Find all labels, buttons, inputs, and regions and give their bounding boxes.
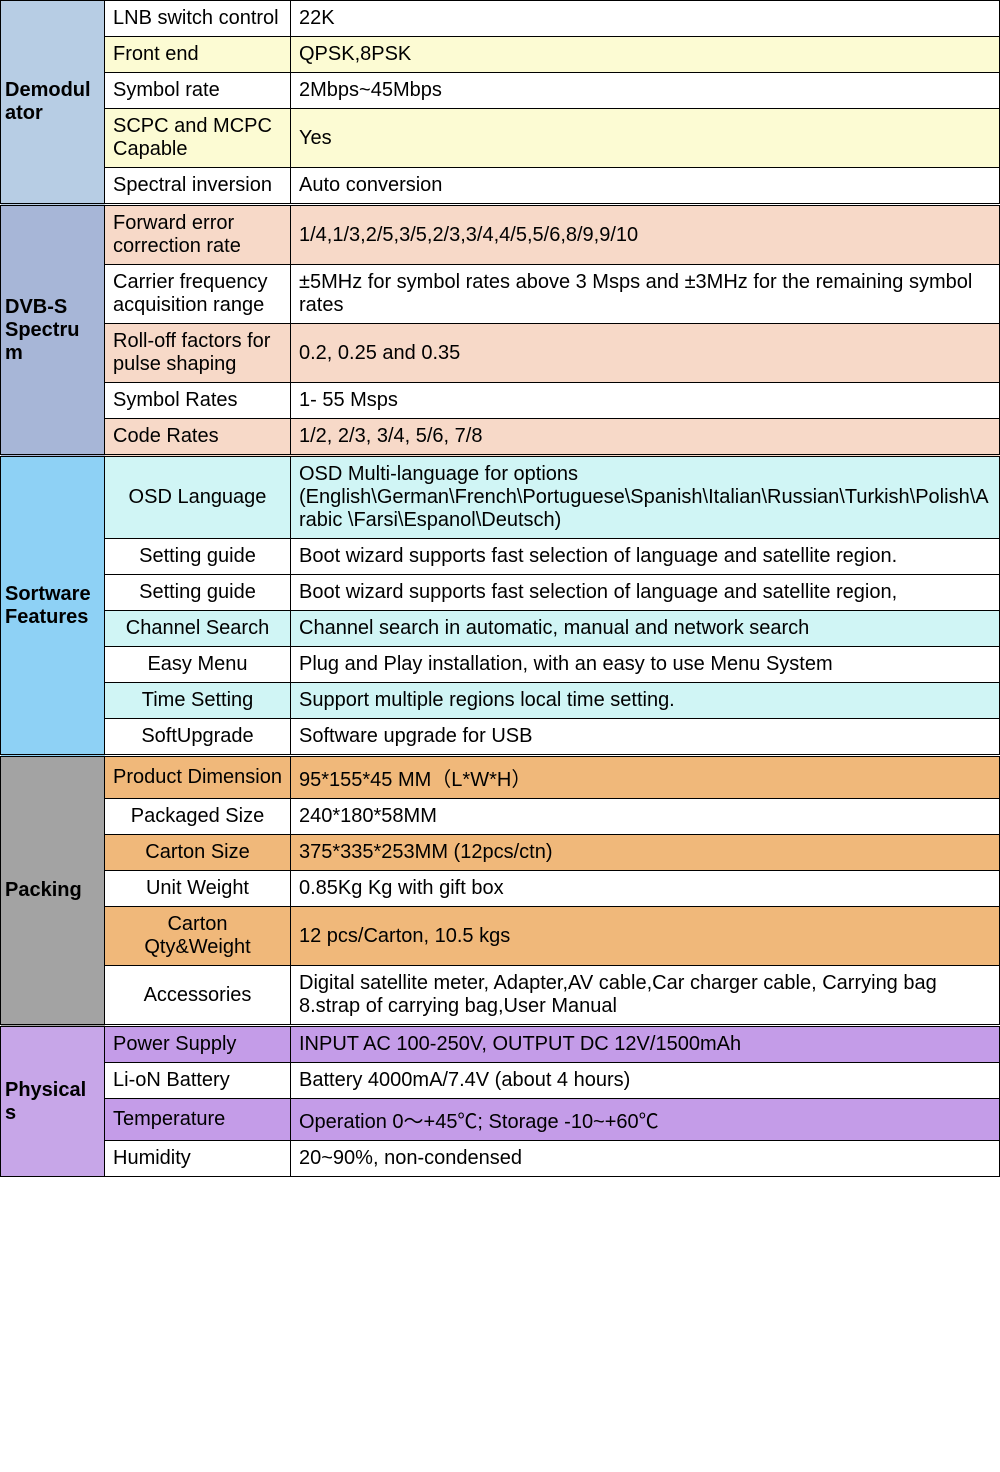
spec-label: SCPC and MCPC Capable: [105, 109, 291, 168]
spec-label: Spectral inversion: [105, 168, 291, 205]
spec-value: Software upgrade for USB: [291, 719, 1000, 756]
spec-value: 0.85Kg Kg with gift box: [291, 871, 1000, 907]
spec-label: Product Dimension: [105, 756, 291, 799]
spec-value: 1/2, 2/3, 3/4, 5/6, 7/8: [291, 419, 1000, 456]
spec-value: 95*155*45 MM（L*W*H）: [291, 756, 1000, 799]
spec-value: QPSK,8PSK: [291, 37, 1000, 73]
spec-value: Battery 4000mA/7.4V (about 4 hours): [291, 1063, 1000, 1099]
spec-value: 0.2, 0.25 and 0.35: [291, 324, 1000, 383]
spec-label: Setting guide: [105, 539, 291, 575]
spec-label: Easy Menu: [105, 647, 291, 683]
spec-label: Setting guide: [105, 575, 291, 611]
spec-value: Plug and Play installation, with an easy…: [291, 647, 1000, 683]
spec-label: Packaged Size: [105, 799, 291, 835]
spec-value: Digital satellite meter, Adapter,AV cabl…: [291, 966, 1000, 1026]
spec-label: Time Setting: [105, 683, 291, 719]
spec-label: Carton Size: [105, 835, 291, 871]
spec-value: Auto conversion: [291, 168, 1000, 205]
spec-value: Support multiple regions local time sett…: [291, 683, 1000, 719]
spec-value: 1- 55 Msps: [291, 383, 1000, 419]
spec-label: Front end: [105, 37, 291, 73]
spec-label: Channel Search: [105, 611, 291, 647]
spec-label: Unit Weight: [105, 871, 291, 907]
spec-label: Accessories: [105, 966, 291, 1026]
section-header-software: Sortware Features: [1, 456, 105, 756]
section-header-packing: Packing: [1, 756, 105, 1026]
spec-value: INPUT AC 100-250V, OUTPUT DC 12V/1500mAh: [291, 1026, 1000, 1063]
spec-value: 375*335*253MM (12pcs/ctn): [291, 835, 1000, 871]
section-header-dvbs: DVB-S Spectrum: [1, 205, 105, 456]
spec-label: Temperature: [105, 1099, 291, 1141]
spec-label: Li-oN Battery: [105, 1063, 291, 1099]
spec-label: LNB switch control: [105, 1, 291, 37]
spec-label: Carrier frequency acquisition range: [105, 265, 291, 324]
spec-label: Power Supply: [105, 1026, 291, 1063]
spec-label: Carton Qty&Weight: [105, 907, 291, 966]
spec-value: 2Mbps~45Mbps: [291, 73, 1000, 109]
spec-value: Channel search in automatic, manual and …: [291, 611, 1000, 647]
spec-label: SoftUpgrade: [105, 719, 291, 756]
spec-label: Forward error correction rate: [105, 205, 291, 265]
spec-value: Boot wizard supports fast selection of l…: [291, 575, 1000, 611]
spec-value: Boot wizard supports fast selection of l…: [291, 539, 1000, 575]
spec-label: Roll-off factors for pulse shaping: [105, 324, 291, 383]
spec-value: 20~90%, non-condensed: [291, 1141, 1000, 1177]
spec-label: Humidity: [105, 1141, 291, 1177]
spec-value: OSD Multi-language for options (English\…: [291, 456, 1000, 539]
spec-label: OSD Language: [105, 456, 291, 539]
spec-value: Yes: [291, 109, 1000, 168]
spec-label: Symbol Rates: [105, 383, 291, 419]
spec-value: 240*180*58MM: [291, 799, 1000, 835]
spec-value: Operation 0～+45℃; Storage -10~+60℃: [291, 1099, 1000, 1141]
spec-value: 22K: [291, 1, 1000, 37]
spec-label: Symbol rate: [105, 73, 291, 109]
section-header-physicals: Physicals: [1, 1026, 105, 1177]
spec-value: ±5MHz for symbol rates above 3 Msps and …: [291, 265, 1000, 324]
spec-value: 12 pcs/Carton, 10.5 kgs: [291, 907, 1000, 966]
section-header-demodulator: Demodulator: [1, 1, 105, 205]
spec-label: Code Rates: [105, 419, 291, 456]
spec-table: DemodulatorLNB switch control22KFront en…: [0, 0, 1000, 1177]
spec-value: 1/4,1/3,2/5,3/5,2/3,3/4,4/5,5/6,8/9,9/10: [291, 205, 1000, 265]
